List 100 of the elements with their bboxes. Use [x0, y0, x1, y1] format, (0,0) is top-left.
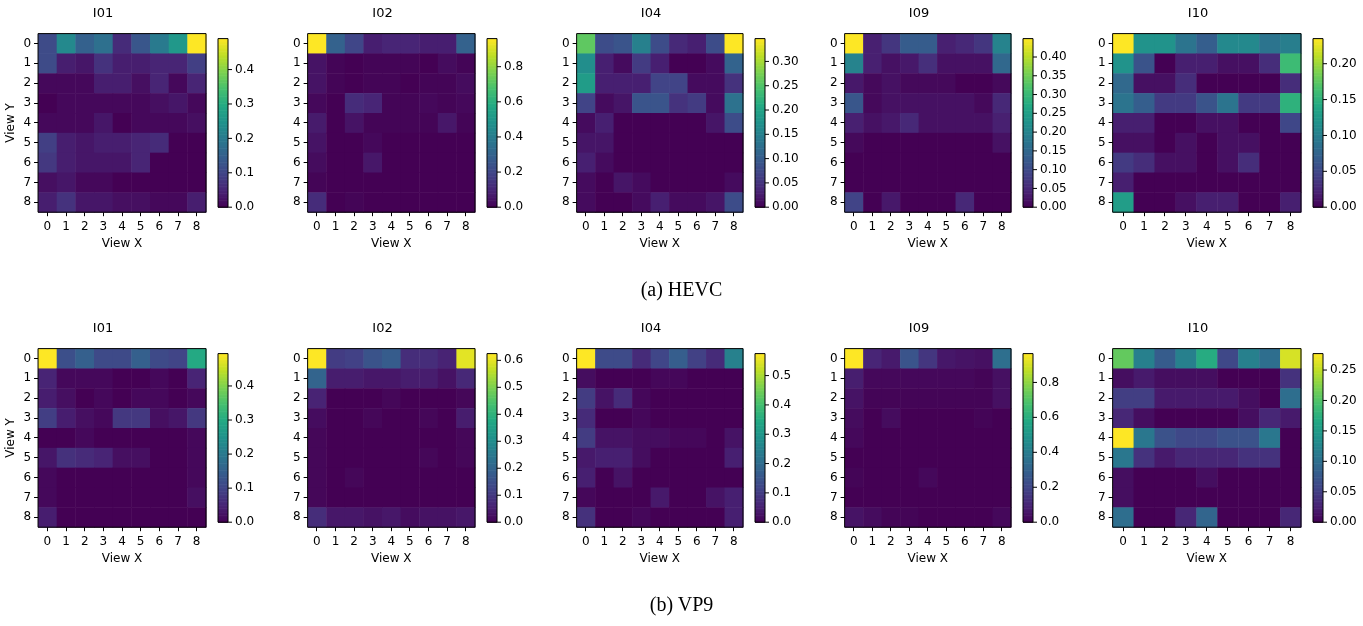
y-tick-label: 7	[23, 174, 32, 189]
y-tick-label: 6	[561, 469, 570, 484]
x-tick-label: 4	[1203, 533, 1211, 548]
color-bar-label: 0.3	[504, 433, 524, 448]
x-tick-label: 0	[43, 533, 52, 548]
y-tick-label: 0	[829, 350, 838, 365]
x-tick-label: 1	[62, 218, 70, 233]
color-bar-label: 0.30	[772, 53, 799, 68]
color-bar-label: 0.10	[772, 150, 799, 165]
x-tick-label: 0	[850, 218, 858, 233]
x-tick-label: 3	[99, 533, 108, 548]
y-tick-label: 2	[829, 75, 838, 90]
color-bar-label: 0.4	[504, 129, 524, 144]
color-bar-label: 0.10	[1040, 161, 1067, 176]
y-tick-label: 4	[829, 115, 838, 130]
x-tick-label: 0	[313, 218, 321, 233]
y-tick-label: 2	[292, 390, 301, 405]
x-tick-label: 0	[1119, 218, 1127, 233]
y-tick-label: 8	[23, 509, 32, 524]
color-bar-label: 0.0	[235, 199, 255, 214]
x-tick-label: 5	[674, 218, 683, 233]
y-tick-label: 4	[292, 430, 301, 445]
x-tick-label: 2	[1161, 218, 1169, 233]
x-tick-label: 1	[868, 533, 877, 548]
x-tick-label: 2	[887, 218, 895, 233]
color-bar-label: 0.05	[772, 175, 799, 190]
y-tick-label: 6	[829, 154, 838, 169]
y-tick-label: 7	[1097, 489, 1106, 504]
y-tick-label: 7	[292, 174, 301, 189]
y-tick-label: 5	[561, 449, 570, 464]
y-tick-label: 4	[292, 115, 301, 130]
y-tick-label: 3	[1097, 95, 1106, 110]
x-tick-label: 1	[331, 218, 340, 233]
color-bar-label: 0.00	[1040, 199, 1067, 214]
x-tick-label: 7	[711, 533, 720, 548]
color-bar-label: 0.15	[772, 126, 799, 141]
y-tick-label: 5	[1097, 134, 1106, 149]
color-bar-label: 0.00	[1330, 514, 1357, 529]
y-tick-label: 1	[23, 55, 32, 70]
y-tick-label: 7	[829, 489, 838, 504]
color-bar-label: 0.1	[235, 164, 255, 179]
y-tick-label: 5	[292, 449, 301, 464]
x-tick-label: 3	[1182, 533, 1190, 548]
x-tick-label: 7	[443, 533, 451, 548]
x-tick-label: 6	[692, 533, 701, 548]
y-tick-label: 8	[23, 194, 32, 209]
x-tick-label: 7	[174, 218, 182, 233]
x-tick-label: 6	[1244, 218, 1253, 233]
color-bar-label: 0.3	[235, 412, 255, 427]
color-bar-label: 0.0	[504, 199, 524, 214]
y-tick-label: 3	[561, 95, 570, 110]
color-bar-label: 0.00	[772, 199, 799, 214]
y-tick-label: 2	[561, 390, 570, 405]
x-tick-label: 6	[155, 218, 164, 233]
y-tick-label: 6	[292, 154, 301, 169]
x-tick-label: 2	[887, 533, 895, 548]
y-axis-title: View Y	[3, 102, 18, 143]
y-tick-label: 3	[829, 95, 838, 110]
x-tick-label: 4	[924, 218, 932, 233]
y-tick-label: 6	[292, 469, 301, 484]
y-tick-label: 7	[1097, 174, 1106, 189]
y-tick-label: 7	[292, 489, 301, 504]
color-bar-label: 0.5	[504, 379, 524, 394]
y-tick-label: 7	[561, 489, 570, 504]
y-tick-label: 5	[829, 449, 838, 464]
color-bar-label: 0.2	[235, 130, 255, 145]
color-bar-label: 0.3	[772, 426, 792, 441]
y-tick-label: 0	[23, 350, 32, 365]
color-bar-label: 0.4	[235, 378, 255, 393]
y-tick-label: 3	[23, 410, 32, 425]
y-tick-label: 5	[23, 449, 32, 464]
y-tick-label: 5	[829, 134, 838, 149]
x-tick-label: 5	[406, 533, 414, 548]
y-tick-label: 1	[292, 55, 301, 70]
y-tick-label: 2	[23, 75, 32, 90]
chart-title: I02	[372, 320, 393, 336]
color-bar-label: 0.15	[1040, 143, 1067, 157]
text: (a) HEVC	[639, 278, 724, 301]
chart-title: I09	[908, 320, 930, 336]
color-bar-label: 0.35	[1040, 67, 1067, 82]
y-tick-label: 8	[829, 194, 838, 209]
y-tick-label: 8	[292, 509, 301, 524]
y-tick-label: 0	[23, 35, 32, 50]
chart-title: I04	[640, 320, 662, 336]
x-tick-label: 3	[368, 533, 377, 548]
color-bar-label: 0.3	[235, 96, 255, 111]
color-bar-label: 0.05	[1040, 180, 1067, 195]
color-bar-label: 0.0	[235, 514, 255, 529]
y-tick-label: 8	[561, 509, 570, 524]
x-tick-label: 1	[1140, 533, 1148, 548]
x-axis-title: View X	[639, 235, 681, 250]
x-tick-label: 8	[1286, 218, 1295, 233]
color-bar-label: 0.5	[772, 367, 792, 382]
x-tick-label: 5	[136, 533, 145, 548]
chart-title: I10	[1187, 320, 1209, 336]
y-tick-label: 1	[292, 370, 301, 385]
y-tick-label: 8	[292, 194, 301, 209]
x-tick-label: 2	[619, 218, 627, 233]
color-bar-label: 0.8	[504, 58, 524, 73]
x-tick-label: 4	[118, 218, 126, 233]
